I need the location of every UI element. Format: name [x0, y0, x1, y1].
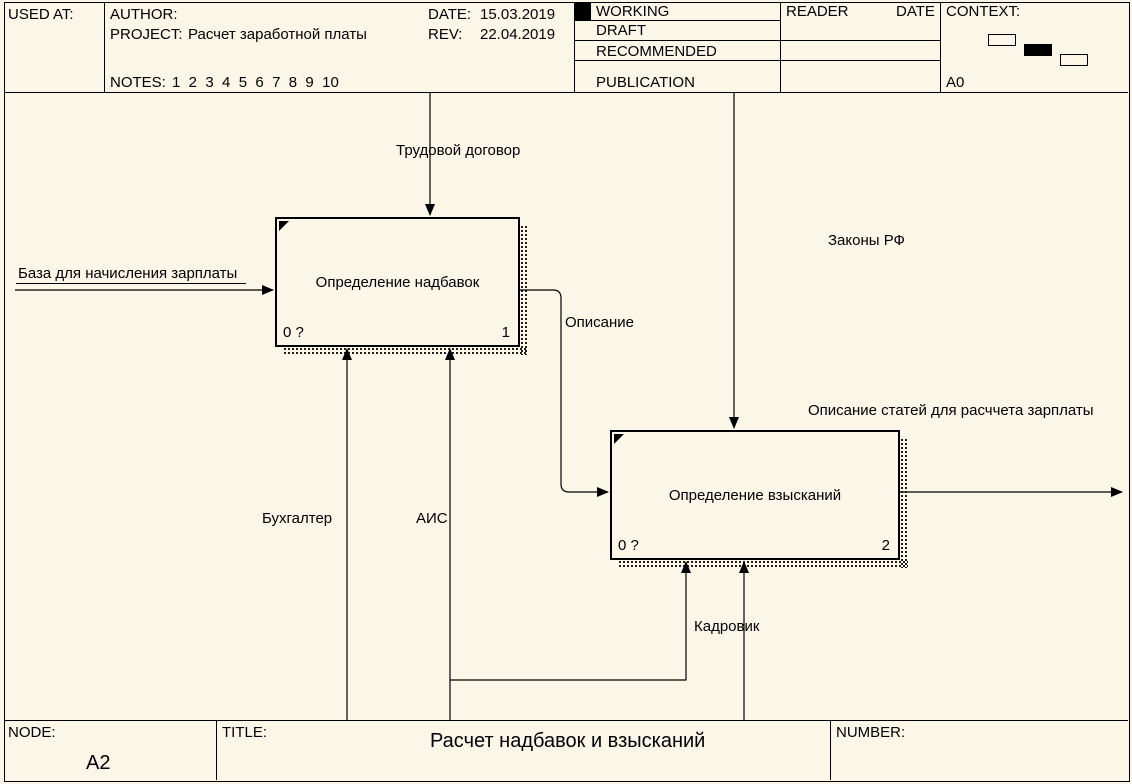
context-label: CONTEXT: [946, 3, 1020, 20]
project-value: Расчет заработной платы [188, 26, 367, 43]
hv1 [104, 2, 105, 92]
node2-shadow-r [900, 438, 908, 568]
mid-desc-label: Описание [565, 314, 634, 331]
title-label: TITLE: [222, 724, 267, 741]
rev-value: 22.04.2019 [480, 26, 555, 43]
input-base-label: База для начисления зарплаты [18, 265, 237, 282]
outer-frame [4, 2, 1130, 782]
number-label: NUMBER: [836, 724, 905, 741]
input-base-underline [16, 283, 246, 284]
project-label: PROJECT: [110, 26, 183, 43]
fv1 [216, 720, 217, 780]
node-label: NODE: [8, 724, 56, 741]
context-code: A0 [946, 74, 964, 91]
node2-title: Определение взысканий [669, 487, 841, 504]
hv4 [940, 2, 941, 92]
output-desc-label: Описание статей для расччета зарплаты [808, 402, 1094, 419]
notes-value: 1 2 3 4 5 6 7 8 9 10 [172, 74, 339, 91]
publication-label: PUBLICATION [596, 74, 695, 91]
node1-title: Определение надбавок [316, 274, 480, 291]
control-contract-label: Трудовой договор [396, 142, 520, 159]
mech-ais-label: АИС [416, 510, 448, 527]
datecol-label: DATE [896, 3, 935, 20]
working-label: WORKING [596, 3, 669, 20]
fv2 [830, 720, 831, 780]
node-box-2: Определение взысканий 0 ? 2 [610, 430, 900, 560]
node2-bl: 0 ? [618, 537, 639, 554]
idef0-page: USED AT: AUTHOR: PROJECT: Расчет заработ… [0, 0, 1132, 784]
context-box-2 [1024, 44, 1052, 56]
reader-label: READER [786, 3, 849, 20]
context-box-1 [988, 34, 1016, 46]
rev-label: REV: [428, 26, 462, 43]
used-at-label: USED AT: [8, 6, 74, 23]
draft-label: DRAFT [596, 22, 646, 39]
author-label: AUTHOR: [110, 6, 178, 23]
notes-label: NOTES: [110, 74, 166, 91]
date-value: 15.03.2019 [480, 6, 555, 23]
date-label: DATE: [428, 6, 471, 23]
node1-bl: 0 ? [283, 324, 304, 341]
node1-br: 1 [502, 324, 510, 341]
footer-top-line [4, 720, 1128, 721]
control-laws-label: Законы РФ [828, 232, 905, 249]
recommended-label: RECOMMENDED [596, 43, 717, 60]
node2-br: 2 [882, 537, 890, 554]
node-value: A2 [86, 752, 110, 775]
node1-shadow-r [520, 225, 528, 355]
hv3 [780, 2, 781, 92]
node2-shadow-b [618, 560, 908, 568]
mech-bookkeeper-label: Бухгалтер [262, 510, 332, 527]
title-value: Расчет надбавок и взысканий [430, 730, 705, 753]
node1-shadow-b [283, 347, 528, 355]
status-h1 [574, 20, 780, 21]
context-box-3 [1060, 54, 1088, 66]
node-box-1: Определение надбавок 0 ? 1 [275, 217, 520, 347]
status-h2 [574, 40, 940, 41]
working-marker [575, 2, 591, 20]
status-h3 [574, 60, 940, 61]
mech-hr-label: Кадровик [694, 618, 759, 635]
header-bottom-line [4, 92, 1128, 93]
